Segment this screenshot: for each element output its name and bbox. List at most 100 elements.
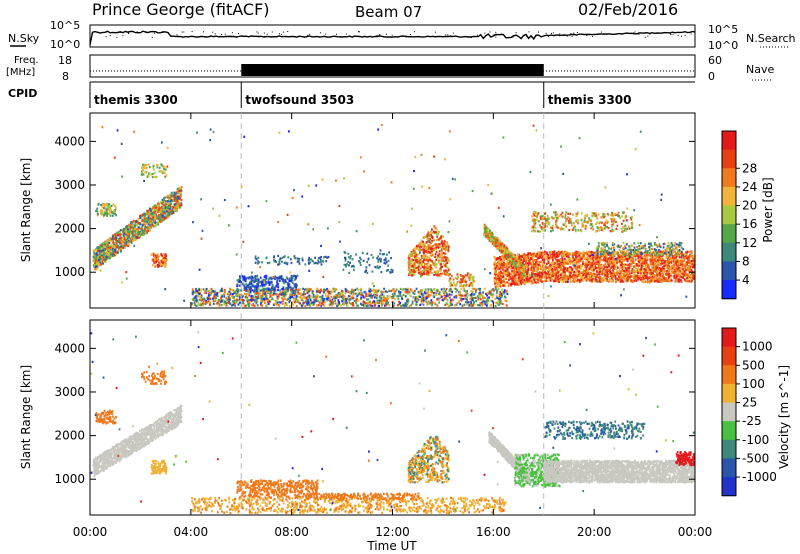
range-cell <box>140 173 143 176</box>
range-cell <box>104 246 106 249</box>
range-cell <box>242 278 245 281</box>
noise-search-dot <box>670 33 672 35</box>
range-cell <box>438 255 441 258</box>
range-cell <box>157 258 160 261</box>
range-cell <box>439 267 442 270</box>
range-cell <box>285 292 288 295</box>
range-cell <box>361 251 364 254</box>
range-cell <box>660 263 662 266</box>
range-cell <box>261 261 263 264</box>
range-cell <box>434 255 436 259</box>
range-cell <box>255 289 258 292</box>
range-cell <box>466 301 469 304</box>
range-cell <box>149 217 152 220</box>
noise-search-dot <box>238 33 240 35</box>
range-cell <box>288 301 291 304</box>
range-cell <box>365 304 368 307</box>
range-cell <box>294 290 297 293</box>
range-cell <box>304 263 307 266</box>
range-cell <box>133 224 136 227</box>
range-cell <box>294 285 296 288</box>
noise-search-dot <box>183 31 185 33</box>
range-cell <box>619 269 621 272</box>
range-cell <box>112 247 114 250</box>
range-cell <box>459 303 462 306</box>
range-cell <box>263 283 266 286</box>
range-cell <box>612 271 615 274</box>
range-cell <box>438 298 441 301</box>
range-cell <box>277 289 279 292</box>
range-cell <box>96 264 99 267</box>
range-cell <box>114 205 117 208</box>
range-cell <box>141 170 143 173</box>
range-cell <box>155 205 157 208</box>
range-cell <box>278 301 281 304</box>
range-cell <box>194 300 196 303</box>
range-cell <box>205 301 208 304</box>
range-cell <box>642 251 645 254</box>
range-cell <box>491 295 494 298</box>
range-cell <box>143 216 146 219</box>
range-cell <box>109 250 112 253</box>
range-cell <box>148 212 150 215</box>
range-cell <box>673 264 676 267</box>
range-cell <box>319 258 322 261</box>
range-cell <box>549 273 552 276</box>
range-cell <box>180 194 182 197</box>
range-cell <box>308 294 311 297</box>
range-cell <box>467 301 470 304</box>
range-cell <box>149 222 152 225</box>
range-cell <box>681 260 683 263</box>
range-cell <box>120 247 123 250</box>
range-cell <box>336 293 339 296</box>
range-cell <box>246 296 249 299</box>
range-cell <box>601 271 603 274</box>
range-cell <box>287 286 289 289</box>
range-cell <box>226 298 229 301</box>
range-cell <box>273 292 275 295</box>
range-cell <box>414 259 417 262</box>
range-cell <box>371 301 374 304</box>
range-cell <box>376 289 378 292</box>
range-cell <box>430 254 433 257</box>
range-cell <box>262 279 265 282</box>
range-cell <box>413 263 416 266</box>
range-cell <box>332 287 335 290</box>
cpid-label: CPID <box>8 87 37 100</box>
range-cell <box>93 255 95 258</box>
range-cell <box>428 266 431 269</box>
range-cell <box>273 286 276 289</box>
range-cell <box>434 263 437 266</box>
freq-strip-frame <box>89 54 696 78</box>
range-cell <box>180 185 183 189</box>
range-cell <box>460 284 463 287</box>
range-cell <box>434 243 437 246</box>
range-cell <box>130 241 133 244</box>
range-cell <box>163 168 165 171</box>
range-cell <box>412 259 415 262</box>
range-cell <box>158 264 161 267</box>
range-cell <box>96 210 99 213</box>
range-cell <box>453 284 456 287</box>
range-cell <box>315 299 318 303</box>
range-cell <box>496 291 498 294</box>
range-cell <box>246 300 249 303</box>
range-cell <box>383 294 385 297</box>
range-cell <box>415 247 418 250</box>
range-cell <box>198 298 201 301</box>
range-cell <box>363 291 366 294</box>
range-cell <box>411 254 413 257</box>
range-cell <box>427 300 430 303</box>
range-cell <box>108 209 111 212</box>
range-cell <box>441 265 443 268</box>
range-cell <box>371 296 373 299</box>
range-cell <box>269 295 272 298</box>
range-cell <box>431 244 434 248</box>
range-cell <box>380 301 383 305</box>
range-cell <box>580 252 583 255</box>
range-cell <box>216 291 219 295</box>
range-cell <box>359 261 362 264</box>
noise-search-dot <box>358 31 360 33</box>
range-cell <box>225 302 228 305</box>
range-cell <box>208 295 211 299</box>
